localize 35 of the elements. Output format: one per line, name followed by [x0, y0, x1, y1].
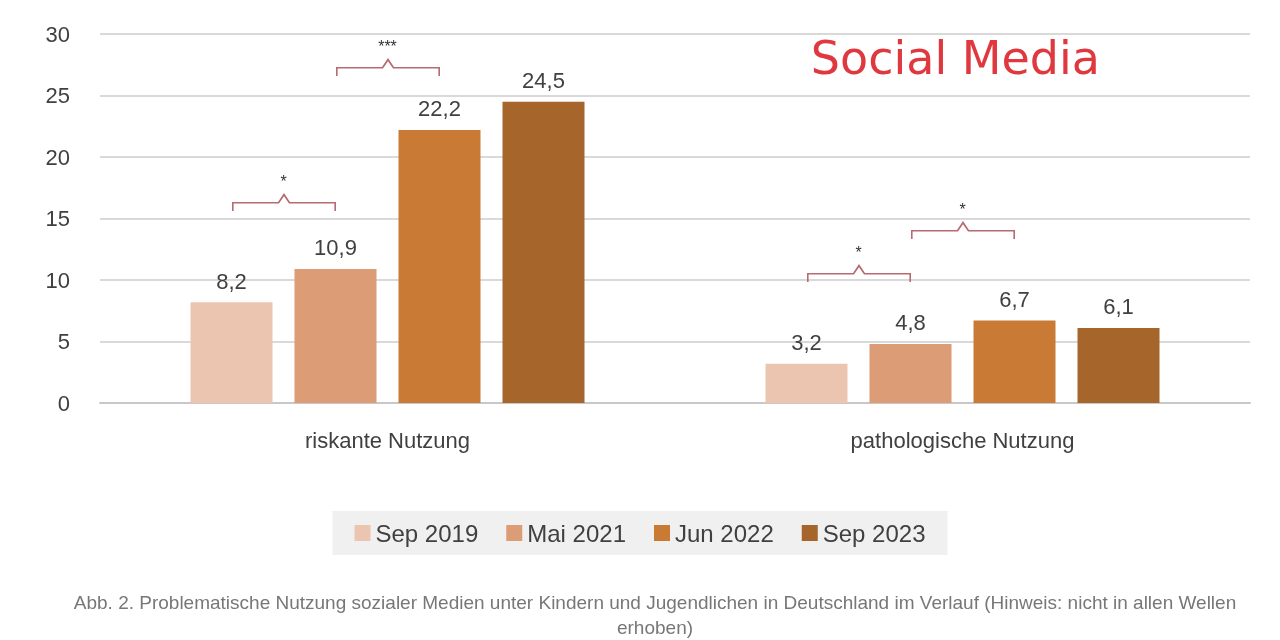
y-tick-label: 30 — [45, 21, 70, 47]
bar — [1077, 327, 1160, 403]
legend-label: Sep 2023 — [822, 519, 926, 547]
y-tick-label: 0 — [57, 390, 70, 416]
legend-label: Mai 2021 — [527, 519, 626, 547]
bar — [398, 129, 481, 403]
bar — [765, 363, 848, 403]
data-label: 24,5 — [522, 68, 565, 94]
y-tick-label: 15 — [45, 206, 70, 231]
chart-title: Social Media — [810, 31, 1101, 85]
y-tick-label: 25 — [45, 83, 70, 108]
annotation: * — [959, 201, 966, 220]
bar — [294, 268, 377, 403]
y-tick-label: 10 — [45, 267, 70, 293]
legend-label: Sep 2019 — [375, 519, 479, 547]
annotation: * — [280, 173, 287, 192]
x-tick-label: pathologische Nutzung — [850, 427, 1075, 453]
bar — [502, 101, 585, 403]
data-label: 3,2 — [791, 330, 822, 356]
x-tick-label: riskante Nutzung — [304, 427, 471, 453]
data-label: 6,7 — [999, 287, 1030, 313]
bar — [190, 302, 273, 403]
data-label: 10,9 — [314, 235, 357, 261]
data-label: 8,2 — [216, 268, 247, 294]
bar — [869, 343, 952, 403]
data-label: 4,8 — [895, 310, 926, 336]
caption: Abb. 2. Problematische Nutzung sozialer Medien unter Kindern und Jugendlichen in Deutschland im Verlauf (Hinweis: nicht in allen Wellen erhoben) — [72, 591, 1238, 640]
data-label: 6,1 — [1103, 294, 1134, 320]
annotation: * — [855, 244, 862, 263]
y-tick-label: 5 — [57, 329, 70, 354]
annotation: *** — [378, 37, 397, 56]
data-label: 22,2 — [418, 96, 461, 122]
bar — [973, 320, 1056, 403]
y-tick-label: 20 — [45, 144, 70, 170]
legend-label: Jun 2022 — [674, 519, 774, 547]
